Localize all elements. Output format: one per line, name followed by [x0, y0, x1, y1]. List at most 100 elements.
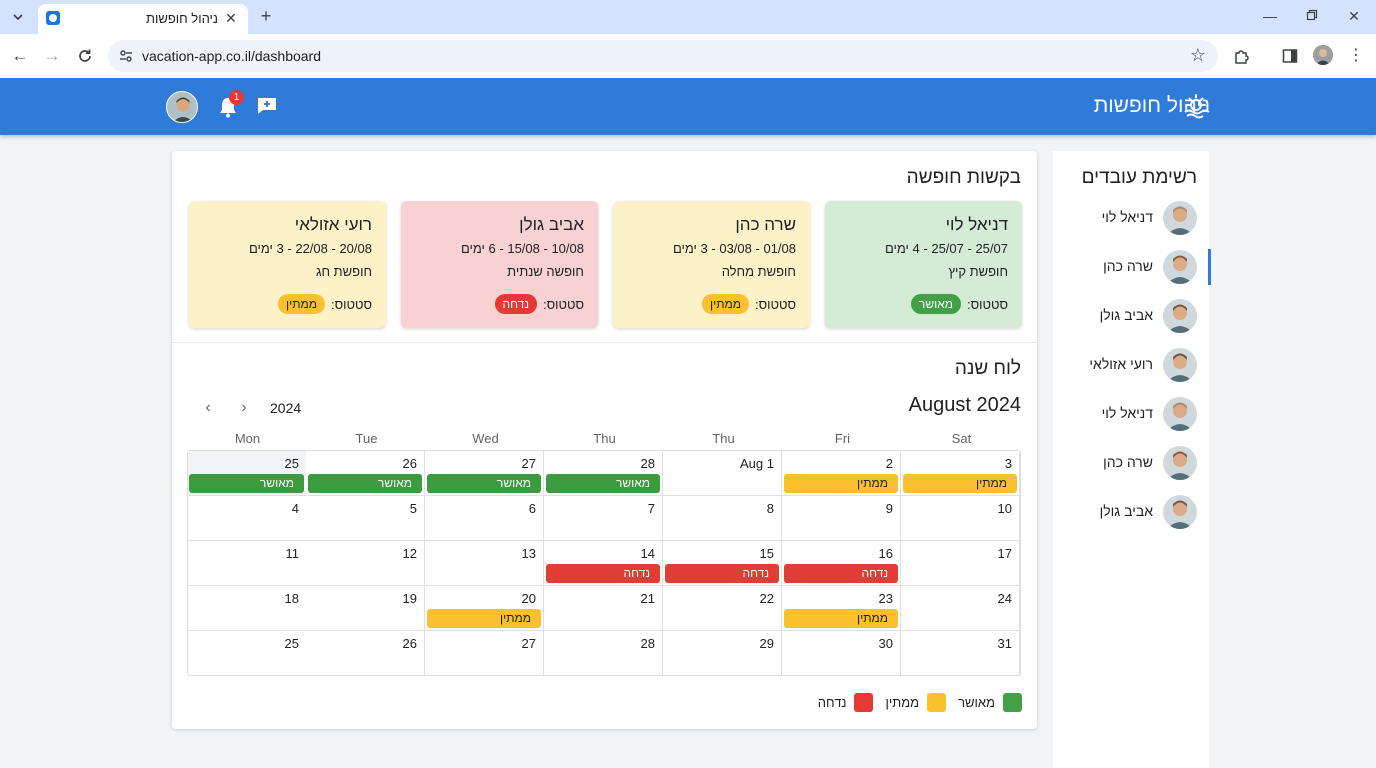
new-tab-plus-icon[interactable]: + [260, 6, 272, 26]
employee-item[interactable]: אביב גולן [1053, 294, 1209, 338]
calendar-day-cell[interactable]: Aug 1 [663, 451, 782, 496]
calendar-day-cell[interactable]: 15 נדחה [663, 541, 782, 586]
extensions-puzzle-icon[interactable] [1230, 44, 1254, 68]
calendar-day-cell[interactable]: 21 [544, 586, 663, 631]
day-number: 22 [759, 591, 774, 606]
day-number: 2 [885, 456, 893, 471]
calendar-day-cell[interactable]: 30 [782, 631, 901, 675]
bookmark-star-icon[interactable]: ☆ [1189, 45, 1206, 65]
calendar-day-cell[interactable]: 25 [188, 631, 306, 675]
calendar-day-cell[interactable]: 6 [425, 496, 544, 541]
request-status-row: סטטוס: ממתין [277, 294, 372, 314]
status-legend: מאושר ממתין נדחה [818, 693, 1022, 712]
url-text[interactable]: vacation-app.co.il/dashboard [142, 48, 322, 64]
calendar-day-cell[interactable]: 2 ממתין [782, 451, 901, 496]
calendar-event-approved[interactable]: מאושר [546, 474, 660, 493]
vacation-request-card[interactable]: שרה כהן 01/08 - 03/08 - 3 ימים חופשת מחלה ס… [613, 201, 810, 328]
calendar-day-cell[interactable]: 9 [782, 496, 901, 541]
more-menu-icon[interactable]: ⋮ [1348, 47, 1364, 64]
calendar-day-cell[interactable]: 26 [306, 631, 425, 675]
calendar-day-cell[interactable]: 22 [663, 586, 782, 631]
day-number: 26 [402, 456, 417, 471]
chevron-left-icon[interactable]: ‹ [205, 399, 211, 416]
calendar-day-cell[interactable]: 18 [188, 586, 306, 631]
calendar-day-cell[interactable]: 29 [663, 631, 782, 675]
calendar-day-cell[interactable]: 31 [901, 631, 1020, 675]
request-type: חופשת חג [316, 264, 372, 279]
calendar-event-pending[interactable]: ממתין [903, 474, 1017, 493]
calendar-event-rejected[interactable]: נדחה [665, 564, 779, 583]
calendar-day-cell[interactable]: 26 מאושר [306, 451, 425, 496]
calendar-day-cell[interactable]: 28 מאושר [544, 451, 663, 496]
close-tab-icon[interactable]: ✕ [225, 10, 237, 26]
calendar-day-cell[interactable]: 10 [901, 496, 1020, 541]
address-bar[interactable]: vacation-app.co.il/dashboard ☆ [108, 40, 1218, 72]
forward-arrow-icon[interactable]: → [43, 46, 61, 65]
calendar-day-cell[interactable]: 8 [663, 496, 782, 541]
calendar-day-cell[interactable]: 25 מאושר [188, 451, 306, 496]
weekday-header: Tue [355, 431, 378, 446]
calendar-event-approved[interactable]: מאושר [308, 474, 422, 493]
calendar-day-cell[interactable]: 27 מאושר [425, 451, 544, 496]
user-avatar[interactable] [166, 91, 198, 123]
day-number: 4 [291, 501, 299, 516]
calendar-event-pending[interactable]: ממתין [784, 609, 898, 628]
employee-item[interactable]: דניאל לוי [1053, 392, 1209, 436]
legend-item: נדחה [818, 693, 874, 712]
calendar-day-cell[interactable]: 12 [306, 541, 425, 586]
legend-swatch [927, 693, 947, 712]
employee-sidebar: רשימת עובדים דניאל לוי שרה כהן אביב גולן רו… [1053, 151, 1211, 768]
status-label: סטטוס: [542, 296, 584, 312]
day-number: 27 [521, 636, 536, 651]
new-request-chat-icon[interactable] [257, 97, 277, 115]
weekday-header: Fri [834, 431, 851, 446]
employee-item[interactable]: רועי אזולאי [1053, 343, 1209, 387]
vacation-request-card[interactable]: דניאל לוי 25/07 - 25/07 - 4 ימים חופשת קיץ… [825, 201, 1022, 328]
calendar-event-rejected[interactable]: נדחה [546, 564, 660, 583]
chevron-right-icon[interactable]: › [241, 399, 247, 416]
calendar-day-cell[interactable]: 28 [544, 631, 663, 675]
employee-item[interactable]: שרה כהן [1053, 441, 1209, 485]
employee-item[interactable]: שרה כהן [1053, 245, 1211, 289]
status-badge: נדחה [494, 294, 537, 314]
reload-icon[interactable] [73, 44, 97, 68]
vacation-request-card[interactable]: רועי אזולאי 20/08 - 22/08 - 3 ימים חופשת ח… [189, 201, 386, 328]
vacation-request-card[interactable]: אביב גולן 10/08 - 15/08 - 6 ימים חופשה שנת… [401, 201, 598, 328]
day-number: 14 [640, 546, 655, 561]
calendar-event-approved[interactable]: מאושר [427, 474, 541, 493]
calendar-event-rejected[interactable]: נדחה [784, 564, 898, 583]
employee-item[interactable]: דניאל לוי [1053, 196, 1209, 240]
calendar-day-cell[interactable]: 11 [188, 541, 306, 586]
calendar-day-cell[interactable]: 7 [544, 496, 663, 541]
employee-avatar [1163, 250, 1197, 284]
close-window-icon[interactable]: ✕ [1348, 8, 1360, 24]
calendar-day-cell[interactable]: 3 ממתין [901, 451, 1020, 496]
request-status-row: סטטוס: נדחה [494, 294, 584, 314]
tab-search-chevron-icon[interactable] [6, 5, 30, 29]
day-number: 20 [521, 591, 536, 606]
calendar-event-pending[interactable]: ממתין [784, 474, 898, 493]
calendar-day-cell[interactable]: 20 ממתין [425, 586, 544, 631]
calendar-event-approved[interactable]: מאושר [189, 474, 304, 493]
side-panel-icon[interactable] [1278, 44, 1302, 68]
year-label: 2024 [270, 400, 302, 416]
calendar-day-cell[interactable]: 5 [306, 496, 425, 541]
calendar-day-cell[interactable]: 13 [425, 541, 544, 586]
calendar-day-cell[interactable]: 4 [188, 496, 306, 541]
calendar-day-cell[interactable]: 17 [901, 541, 1020, 586]
employee-item[interactable]: אביב גולן [1053, 490, 1209, 534]
day-number: 23 [878, 591, 893, 606]
back-arrow-icon[interactable]: ← [11, 46, 29, 65]
calendar-day-cell[interactable]: 27 [425, 631, 544, 675]
browser-tab[interactable]: ניהול חופשות ✕ [38, 4, 248, 34]
browser-profile-avatar[interactable] [1313, 45, 1333, 65]
calendar-day-cell[interactable]: 19 [306, 586, 425, 631]
minimize-window-icon[interactable]: — [1263, 8, 1277, 24]
calendar-day-cell[interactable]: 14 נדחה [544, 541, 663, 586]
calendar-day-cell[interactable]: 23 ממתין [782, 586, 901, 631]
site-settings-icon[interactable] [118, 48, 134, 64]
calendar-day-cell[interactable]: 16 נדחה [782, 541, 901, 586]
calendar-event-pending[interactable]: ממתין [427, 609, 541, 628]
calendar-day-cell[interactable]: 24 [901, 586, 1020, 631]
restore-window-icon[interactable] [1300, 6, 1324, 26]
